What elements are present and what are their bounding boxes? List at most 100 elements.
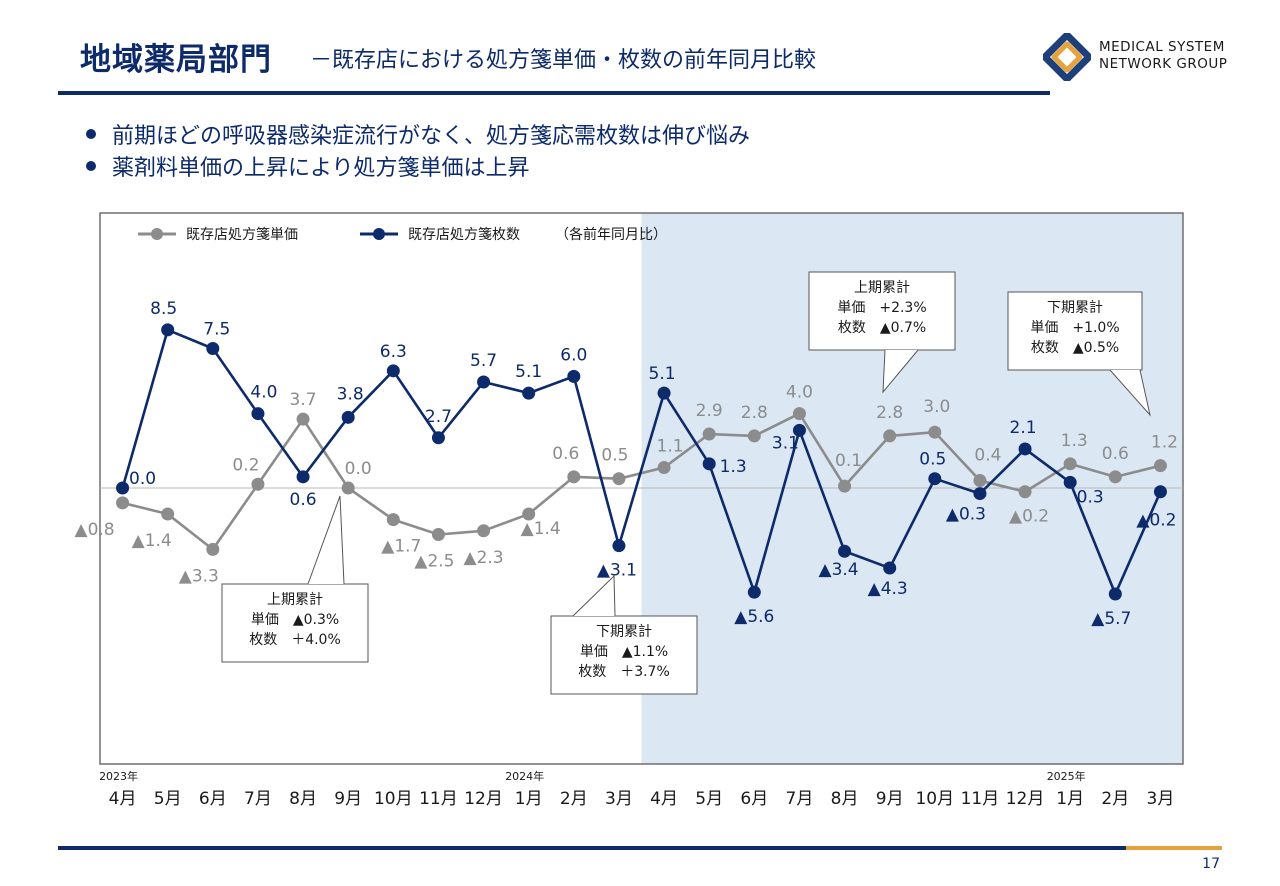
year-label: 2025年 bbox=[1047, 769, 1086, 783]
price-point bbox=[1108, 470, 1122, 484]
bullet-item: 前期ほどの呼吸器感染症流行がなく、処方箋応需枚数は伸び悩み bbox=[86, 118, 750, 150]
count-point bbox=[928, 472, 942, 486]
legend-note: （各前年同月比） bbox=[555, 226, 667, 243]
title-underline bbox=[58, 91, 1050, 95]
price-point bbox=[116, 496, 130, 510]
price-data-label: ▲0.2 bbox=[1009, 507, 1049, 527]
count-data-label: 5.7 bbox=[470, 351, 497, 371]
callout-pointer bbox=[1109, 369, 1151, 417]
callout-box bbox=[221, 583, 369, 663]
price-point bbox=[702, 427, 716, 441]
price-data-label: 1.2 bbox=[1151, 433, 1178, 453]
page-number: 17 bbox=[1202, 856, 1220, 872]
callout-title: 下期累計 bbox=[1047, 300, 1103, 316]
x-tick-label: 8月 bbox=[289, 789, 317, 809]
price-point bbox=[431, 528, 445, 541]
x-tick-label: 2月 bbox=[560, 789, 588, 809]
price-data-label: ▲3.3 bbox=[179, 566, 219, 586]
count-point bbox=[1108, 587, 1122, 601]
count-data-label: 0.6 bbox=[290, 490, 317, 510]
x-tick-label: 4月 bbox=[109, 789, 137, 809]
logo-mark-icon bbox=[1043, 33, 1091, 81]
count-data-label: 5.1 bbox=[515, 362, 542, 382]
x-tick-label: 1月 bbox=[515, 789, 543, 809]
price-data-label: ▲1.4 bbox=[521, 519, 561, 539]
price-point bbox=[296, 412, 310, 426]
x-tick-label: 12月 bbox=[464, 789, 503, 809]
callout-price-line: 単価 +1.0% bbox=[1030, 320, 1119, 336]
callout-price-line: 単価 +2.3% bbox=[837, 300, 926, 316]
line-chart: 既存店処方箋単価 既存店処方箋枚数 （各前年同月比） ▲0.8 ▲1.4 ▲3.3 0.2 3… bbox=[75, 212, 1184, 809]
bullet-dot-icon bbox=[86, 161, 96, 171]
year-label: 2023年 bbox=[99, 769, 138, 783]
price-point bbox=[657, 461, 671, 475]
price-data-label: 4.0 bbox=[786, 383, 813, 403]
logo-text-line1: MEDICAL SYSTEM bbox=[1099, 39, 1225, 55]
price-point bbox=[341, 481, 355, 495]
price-point bbox=[1018, 485, 1032, 499]
x-tick-label: 11月 bbox=[961, 789, 1000, 809]
callout-pointer bbox=[307, 495, 345, 585]
price-point bbox=[522, 507, 536, 521]
count-point bbox=[657, 386, 671, 400]
callout-box bbox=[1007, 291, 1143, 371]
price-data-label: 2.8 bbox=[741, 403, 768, 423]
count-data-label: 6.0 bbox=[560, 345, 587, 365]
year-label: 2024年 bbox=[505, 769, 544, 783]
bullet-list: 前期ほどの呼吸器感染症流行がなく、処方箋応需枚数は伸び悩み 薬剤料単価の上昇によ… bbox=[86, 118, 750, 182]
callout-count-line: 枚数 ▲0.7% bbox=[838, 320, 926, 336]
callout-count-line: 枚数 ＋4.0% bbox=[249, 632, 341, 648]
count-data-label: ▲5.7 bbox=[1091, 609, 1131, 629]
count-point bbox=[161, 323, 175, 337]
count-point bbox=[838, 544, 852, 558]
x-tick-label: 5月 bbox=[154, 789, 182, 809]
count-point bbox=[386, 364, 400, 378]
price-data-label: ▲1.4 bbox=[132, 531, 172, 551]
price-point bbox=[747, 429, 761, 443]
price-data-label: 3.0 bbox=[923, 397, 950, 417]
footer-rule bbox=[58, 846, 1126, 850]
price-point bbox=[883, 429, 897, 443]
page-title: 地域薬局部門 bbox=[80, 42, 272, 78]
count-data-label: ▲0.2 bbox=[1136, 511, 1176, 531]
callout-box bbox=[550, 615, 698, 695]
count-point bbox=[1063, 475, 1077, 489]
count-data-label: 2.1 bbox=[1010, 418, 1037, 438]
x-tick-label: 3月 bbox=[1147, 789, 1175, 809]
price-point bbox=[386, 513, 400, 527]
x-tick-label: 8月 bbox=[831, 789, 859, 809]
count-data-label: 0.3 bbox=[1077, 487, 1104, 507]
chart-container: 既存店処方箋単価 既存店処方箋枚数 （各前年同月比） ▲0.8 ▲1.4 ▲3.3 0.2 3… bbox=[0, 200, 1280, 820]
callout-pointer bbox=[572, 574, 616, 617]
count-data-label: 4.0 bbox=[250, 383, 277, 403]
count-data-label: ▲5.6 bbox=[734, 607, 774, 627]
count-data-label: ▲3.4 bbox=[819, 560, 859, 580]
count-point bbox=[973, 487, 987, 501]
count-point bbox=[883, 561, 897, 575]
callout-title: 上期累計 bbox=[854, 280, 910, 296]
price-point bbox=[206, 542, 220, 556]
count-point bbox=[747, 585, 761, 599]
x-tick-label: 2月 bbox=[1101, 789, 1129, 809]
count-point bbox=[1018, 442, 1032, 456]
count-data-label: 3.1 bbox=[772, 433, 799, 453]
price-point bbox=[161, 507, 175, 521]
x-tick-label: 5月 bbox=[695, 789, 723, 809]
price-point bbox=[1063, 457, 1077, 471]
count-point bbox=[477, 375, 491, 389]
count-point bbox=[612, 539, 626, 553]
price-point bbox=[251, 477, 265, 491]
page-subtitle: －既存店における処方箋単価・枚数の前年同月比較 bbox=[310, 48, 817, 73]
count-data-label: 5.1 bbox=[649, 364, 676, 384]
callout-price-line: 単価 ▲1.1% bbox=[580, 644, 668, 660]
count-data-label: 3.8 bbox=[337, 384, 364, 404]
price-data-label: 0.6 bbox=[552, 444, 579, 464]
price-data-label: ▲2.5 bbox=[414, 552, 454, 572]
price-point bbox=[477, 524, 491, 538]
bullet-text: 前期ほどの呼吸器感染症流行がなく、処方箋応需枚数は伸び悩み bbox=[112, 124, 751, 149]
x-tick-label: 10月 bbox=[915, 789, 954, 809]
price-point bbox=[973, 474, 987, 488]
series-line-count bbox=[121, 328, 1162, 596]
price-data-label: ▲0.8 bbox=[75, 520, 115, 540]
count-data-label: 1.3 bbox=[720, 457, 747, 477]
